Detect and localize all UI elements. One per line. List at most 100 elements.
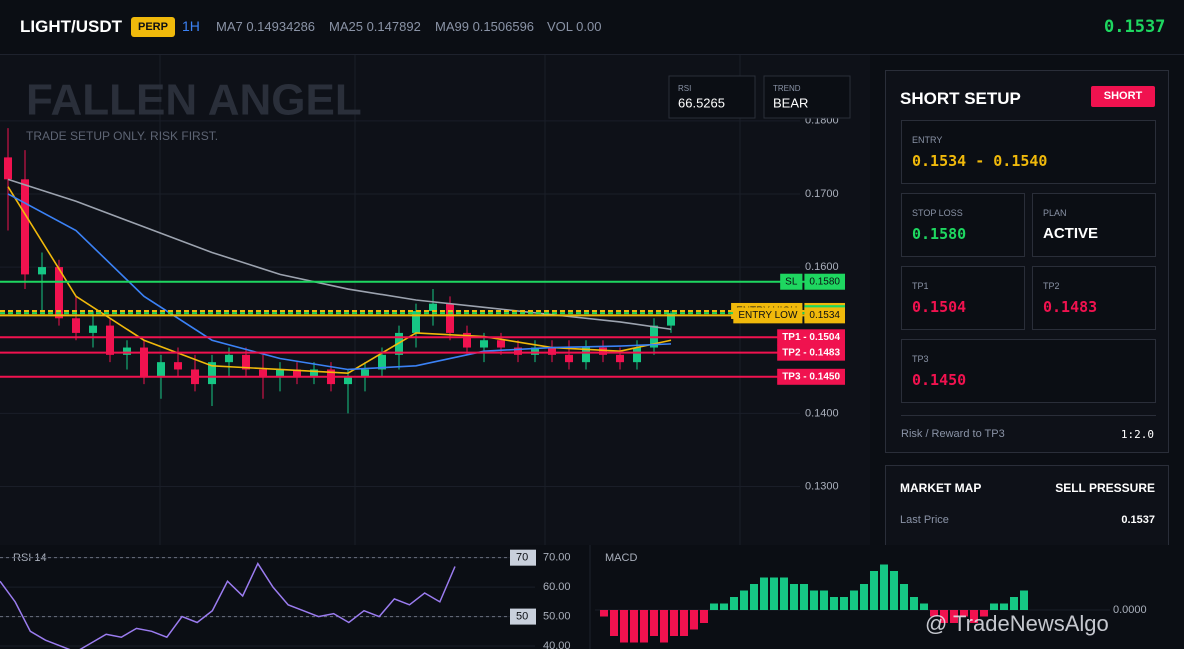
candle-body xyxy=(157,362,165,377)
tp1-card: TP1 0.1504 xyxy=(901,266,1025,330)
info-label: RSI xyxy=(678,84,691,93)
macd-title: MACD xyxy=(605,552,637,564)
indicator-panels: RSI 14 70.0060.0050.0040.007050MACD0.0000… xyxy=(0,545,1147,649)
macd-bar xyxy=(760,577,768,610)
rsi-tick-label: 40.00 xyxy=(543,640,571,649)
candle-body xyxy=(174,362,182,370)
candle-body xyxy=(344,376,352,385)
card-label: TP3 xyxy=(912,354,929,364)
macd-bar xyxy=(640,610,648,643)
rsi-level-bg xyxy=(510,549,536,566)
card-value: 0.1483 xyxy=(1043,298,1098,316)
candle-body xyxy=(123,347,131,355)
level-tag: TP2 - 0.1483 xyxy=(782,347,840,358)
macd-bar xyxy=(810,590,818,610)
level-tag-bg xyxy=(777,344,845,361)
macd-bar xyxy=(910,597,918,610)
macd-bar xyxy=(690,610,698,630)
candle-body xyxy=(361,369,369,377)
macd-bar xyxy=(940,610,948,623)
macd-bar xyxy=(600,610,608,617)
macd-bar xyxy=(710,603,718,610)
ma-line xyxy=(7,178,672,331)
candle-body xyxy=(72,318,80,333)
macd-bar xyxy=(930,610,938,617)
level-tag-bg xyxy=(733,307,803,324)
macd-bar xyxy=(750,584,758,610)
tp2-card: TP2 0.1483 xyxy=(1032,266,1156,330)
ma25: MA25 0.147892 xyxy=(329,19,421,34)
macd-bar xyxy=(1010,597,1018,610)
market-title: MARKET MAP xyxy=(900,481,982,495)
info-value: BEAR xyxy=(773,95,808,110)
level-tag-bg xyxy=(780,273,803,290)
info-box xyxy=(668,75,756,119)
info-label: TREND xyxy=(773,84,801,93)
macd-bar xyxy=(620,610,628,643)
candle-body xyxy=(565,354,573,363)
candle-body xyxy=(633,347,641,363)
macd-bar xyxy=(660,610,668,643)
candle-body xyxy=(514,347,522,355)
rsi-tick-label: 60.00 xyxy=(543,581,571,593)
macd-bar xyxy=(890,571,898,610)
volume: VOL 0.00 xyxy=(547,19,602,34)
candle-body xyxy=(140,347,148,377)
candle-body xyxy=(531,347,539,355)
macd-bar xyxy=(740,590,748,610)
rsi-tick-label: 70.00 xyxy=(543,552,571,564)
card-label: STOP LOSS xyxy=(912,208,963,218)
info-value: 66.5265 xyxy=(678,95,725,110)
last-label: Last Price xyxy=(900,514,949,526)
candle-body xyxy=(4,157,12,180)
card-value: 0.1580 xyxy=(912,225,967,243)
macd-bar xyxy=(780,577,788,610)
interval[interactable]: 1H xyxy=(182,18,200,34)
card-value: 0.1504 xyxy=(912,298,967,316)
chart-subtitle: TRADE SETUP ONLY. RISK FIRST. xyxy=(26,129,218,143)
candle-body xyxy=(38,267,46,275)
info-box xyxy=(763,75,851,119)
macd-bar xyxy=(1020,590,1028,610)
last-value: 0.1537 xyxy=(1121,514,1155,526)
candle-body xyxy=(225,354,233,363)
header: LIGHT/USDT PERP 1H MA7 0.14934286 MA25 0… xyxy=(0,0,1184,55)
macd-bar xyxy=(860,584,868,610)
macd-bar xyxy=(920,603,928,610)
candle-body xyxy=(667,313,675,326)
rsi-bg xyxy=(0,545,590,649)
y-tick-label: 0.1400 xyxy=(805,407,839,419)
candle-body xyxy=(463,332,471,348)
candle-body xyxy=(582,347,590,363)
symbol[interactable]: LIGHT/USDT xyxy=(20,17,122,36)
rr-value: 1:2.0 xyxy=(1120,428,1154,441)
macd-bar xyxy=(1000,603,1008,610)
ma-line xyxy=(7,186,672,374)
macd-bar xyxy=(650,610,658,636)
y-tick-label: 0.1300 xyxy=(805,480,839,492)
macd-bar xyxy=(950,610,958,623)
y-tick-label: 0.1700 xyxy=(805,188,839,200)
ma7: MA7 0.14934286 xyxy=(216,19,316,34)
setup-panel: SHORT SETUP SHORT ENTRY 0.1534 - 0.1540 … xyxy=(885,70,1169,453)
candle-body xyxy=(378,354,386,370)
macd-bar xyxy=(630,610,638,643)
side-badge: SHORT xyxy=(1091,86,1155,107)
market-status: SELL PRESSURE xyxy=(1055,481,1155,495)
candle-body xyxy=(242,354,250,370)
level-tag-bg xyxy=(804,307,845,324)
macd-bar xyxy=(900,584,908,610)
card-value: ACTIVE xyxy=(1043,225,1099,242)
panel-title: SHORT SETUP xyxy=(900,89,1021,108)
candle-body xyxy=(106,325,114,355)
macd-bar xyxy=(850,590,858,610)
rsi-tick-label: 50.00 xyxy=(543,610,571,622)
macd-bar xyxy=(960,610,968,617)
level-tag-bg xyxy=(777,329,845,346)
tp3-card: TP3 0.1450 xyxy=(901,339,1156,403)
level-tag: 0.1580 xyxy=(809,276,840,287)
card-label: ENTRY xyxy=(912,135,943,145)
last-price: 0.1537 xyxy=(1104,17,1166,37)
